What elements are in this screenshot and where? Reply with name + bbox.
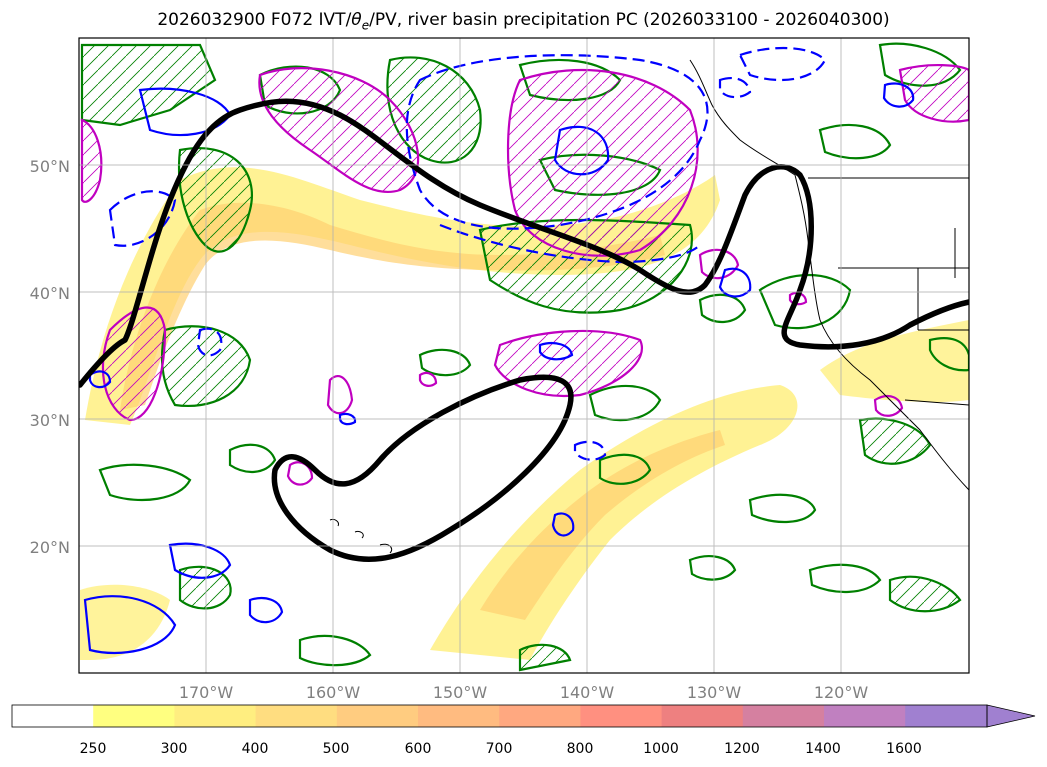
ivt-core-subtropical	[480, 430, 725, 620]
black-contours	[79, 98, 969, 563]
title-theta-subscript: e	[361, 18, 370, 33]
map-title: 2026032900 F072 IVT/θe/PV, river basin p…	[0, 10, 1047, 32]
lat-label-20n: 20°N	[30, 538, 70, 557]
colorbar-extend-arrow	[986, 704, 1036, 728]
blue-dashed-contours	[108, 47, 827, 461]
colorbar-segment	[12, 705, 94, 727]
cb-label-1600: 1600	[886, 741, 922, 757]
cb-label-400: 400	[242, 741, 269, 757]
map-frame	[78, 37, 970, 674]
colorbar-segment	[580, 705, 663, 727]
cb-label-1200: 1200	[724, 741, 760, 757]
title-suffix: /PV, river basin precipitation PC (20260…	[369, 10, 890, 30]
title-prefix: 2026032900 F072 IVT/	[157, 10, 352, 30]
cb-label-250: 250	[80, 741, 107, 757]
cb-label-800: 800	[567, 741, 594, 757]
cb-label-1400: 1400	[805, 741, 841, 757]
colorbar-segment	[499, 705, 581, 727]
cb-label-1000: 1000	[643, 741, 679, 757]
colorbar-segments	[12, 705, 987, 727]
lon-label-150w: 150°W	[433, 683, 488, 702]
lon-label-120w: 120°W	[814, 683, 869, 702]
cb-label-300: 300	[161, 741, 188, 757]
colorbar-segment	[905, 705, 987, 727]
coastlines	[329, 59, 969, 554]
colorbar-segment	[336, 705, 419, 727]
lat-label-40n: 40°N	[30, 284, 70, 303]
colorbar-labels: 250 300 400 500 600 700 800 1000 1200 14…	[80, 741, 922, 757]
colorbar-segment	[742, 705, 825, 727]
colorbar: 250 300 400 500 600 700 800 1000 1200 14…	[11, 704, 1036, 757]
lat-label-30n: 30°N	[30, 411, 70, 430]
title-theta: θ	[351, 10, 362, 30]
lon-label-170w: 170°W	[179, 683, 234, 702]
lon-label-130w: 130°W	[687, 683, 742, 702]
colorbar-segment	[661, 705, 744, 727]
longitude-labels: 170°W 160°W 150°W 140°W 130°W 120°W	[179, 683, 869, 702]
map-plot-area	[79, 38, 969, 673]
colorbar-segment	[824, 705, 906, 727]
graticule	[79, 38, 969, 673]
cb-label-500: 500	[323, 741, 350, 757]
colorbar-frame	[11, 704, 988, 728]
latitude-labels: 50°N 40°N 30°N 20°N	[30, 157, 70, 557]
lat-label-50n: 50°N	[30, 157, 70, 176]
lon-label-160w: 160°W	[306, 683, 361, 702]
cb-label-700: 700	[486, 741, 513, 757]
magenta-hatched-regions	[80, 63, 969, 422]
colorbar-segment	[174, 705, 257, 727]
colorbar-segment	[255, 705, 338, 727]
colorbar-segment	[418, 705, 500, 727]
lon-label-140w: 140°W	[560, 683, 615, 702]
cb-label-600: 600	[405, 741, 432, 757]
colorbar-segment	[93, 705, 175, 727]
